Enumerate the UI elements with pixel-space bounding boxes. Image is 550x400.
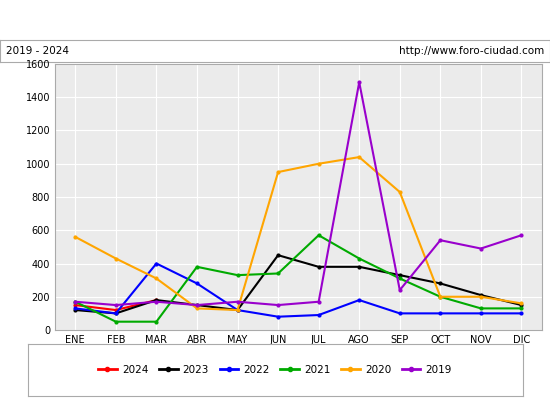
Text: 2019 - 2024: 2019 - 2024 bbox=[6, 46, 69, 56]
Text: http://www.foro-ciudad.com: http://www.foro-ciudad.com bbox=[399, 46, 544, 56]
Legend: 2024, 2023, 2022, 2021, 2020, 2019: 2024, 2023, 2022, 2021, 2020, 2019 bbox=[94, 361, 456, 379]
Text: Evolucion Nº Turistas Nacionales en el municipio de Moradillo de Roa: Evolucion Nº Turistas Nacionales en el m… bbox=[46, 14, 504, 28]
